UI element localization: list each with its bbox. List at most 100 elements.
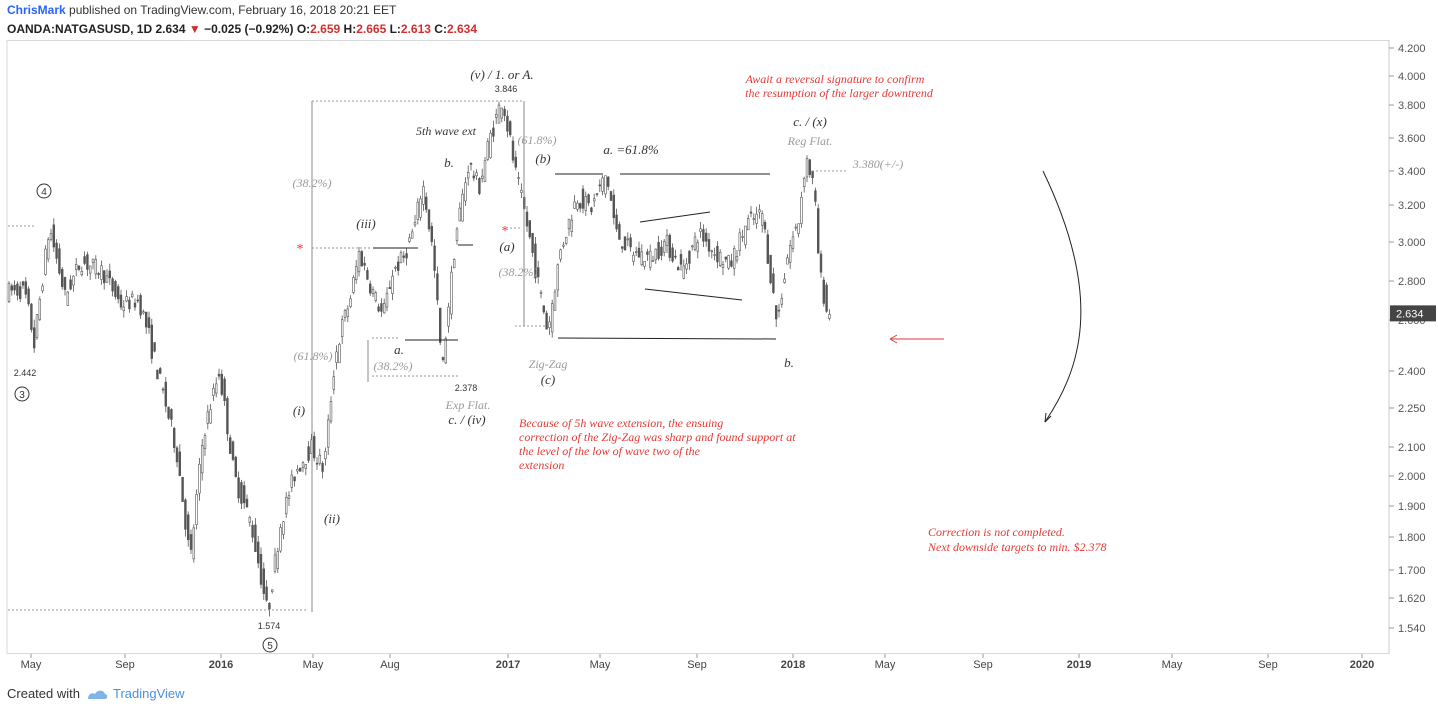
circled-wave-number: 5 [267, 641, 273, 652]
price-axis-label: 2.800 [1398, 276, 1426, 288]
close-value: 2.634 [446, 22, 477, 36]
candle-body [77, 265, 81, 270]
candle-body [716, 245, 719, 263]
wave-label-c-x: c. / (x) [793, 114, 827, 129]
candle-body [419, 198, 422, 218]
candle-body [167, 406, 170, 419]
candle-body [226, 398, 229, 435]
candle-body [657, 242, 660, 259]
high-value-label: 3.846 [495, 84, 518, 94]
author-link[interactable]: ChrisMark [7, 3, 66, 17]
candle-body [503, 108, 506, 116]
candle-body [159, 368, 162, 374]
candle-body [573, 201, 576, 209]
low-value: 2.613 [400, 22, 431, 36]
candle-body [788, 245, 792, 263]
candle-body [718, 251, 722, 267]
candle-body [273, 554, 277, 572]
candle-body [777, 309, 781, 312]
publish-line: ChrisMark published on TradingView.com, … [7, 3, 396, 17]
candle-body [97, 273, 100, 275]
candle-body [774, 305, 778, 320]
candle-body [192, 527, 195, 560]
fib-38-a-label: (38.2%) [374, 359, 413, 373]
wave-label-v: (v) / 1. or A. [470, 67, 533, 82]
candle-body [609, 191, 613, 201]
candle-body [298, 467, 302, 472]
candle-body [690, 245, 694, 248]
candle-body [679, 254, 683, 265]
candle-body [229, 437, 232, 454]
candle-body [35, 314, 39, 338]
candle-body [629, 237, 632, 248]
candle-body [704, 232, 708, 242]
candle-body [531, 232, 534, 253]
candle-body [220, 373, 223, 395]
wave-label-a-paren: (a) [499, 239, 514, 254]
time-axis-label: 2018 [781, 659, 805, 671]
low-label: L: [389, 22, 401, 36]
candle-body [75, 264, 78, 270]
wave-label-a-618: a. =61.8% [603, 142, 659, 157]
candle-body [797, 223, 800, 234]
candle-body [514, 156, 518, 168]
price-chart[interactable]: 4.200 4.000 3.800 3.600 3.400 3.200 3.000 2.800… [0, 40, 1438, 685]
candle-body [436, 273, 439, 301]
created-with-label: Created with [7, 686, 80, 701]
candle-body [517, 177, 520, 179]
high-label: H: [343, 22, 357, 36]
candle-body [422, 186, 425, 205]
candle-body [10, 285, 13, 291]
candle-body [307, 446, 310, 461]
tradingview-brand[interactable]: TradingView [86, 686, 185, 701]
price-axis-label: 3.200 [1398, 200, 1426, 212]
candle-body [494, 113, 498, 118]
candle-body [660, 246, 663, 256]
candle-body [276, 551, 279, 569]
candle-body [248, 517, 251, 523]
candle-body [763, 221, 767, 230]
price-axis-label: 1.540 [1398, 623, 1426, 635]
candle-body [461, 193, 464, 222]
candle-body [444, 338, 447, 364]
candle-body [592, 198, 596, 202]
candle-body [329, 401, 333, 422]
wave3-value-label: 2.442 [14, 368, 37, 378]
candle-body [760, 213, 764, 226]
price-axis-label: 2.250 [1398, 403, 1426, 415]
candle-body [648, 250, 652, 268]
candle-body [91, 258, 95, 263]
candle-body [528, 220, 532, 238]
candle-body [164, 381, 167, 407]
candle-body [245, 498, 249, 508]
price-axis-label: 2.100 [1398, 442, 1426, 454]
candle-body [780, 298, 784, 305]
candle-body [304, 464, 307, 469]
candle-body [564, 236, 568, 244]
target-3380-label: 3.380(+/-) [852, 157, 903, 171]
candle-body [259, 553, 263, 585]
candle-body [424, 196, 428, 210]
candle-body [427, 209, 431, 230]
annotation-extension-2: correction of the Zig-Zag was sharp and … [519, 430, 796, 444]
candle-body [72, 275, 75, 286]
high-value: 2.665 [356, 22, 387, 36]
candle-body [32, 327, 36, 349]
time-axis-label: Sep [973, 659, 993, 671]
price-change: −0.025 (−0.92%) [204, 22, 294, 36]
candle-body [724, 256, 728, 260]
candle-body [161, 388, 165, 391]
candle-body [769, 254, 772, 284]
candle-body [702, 229, 705, 242]
wave-label-ii: (ii) [324, 511, 340, 526]
candle-body [203, 435, 207, 449]
candle-body [284, 497, 288, 515]
candle-body [181, 476, 184, 502]
candle-body [41, 285, 44, 292]
candle-body [170, 409, 173, 420]
candle-body [103, 270, 106, 284]
candle-body [483, 160, 487, 182]
close-label: C: [434, 22, 447, 36]
candle-body [296, 468, 299, 472]
candle-body [117, 286, 120, 300]
